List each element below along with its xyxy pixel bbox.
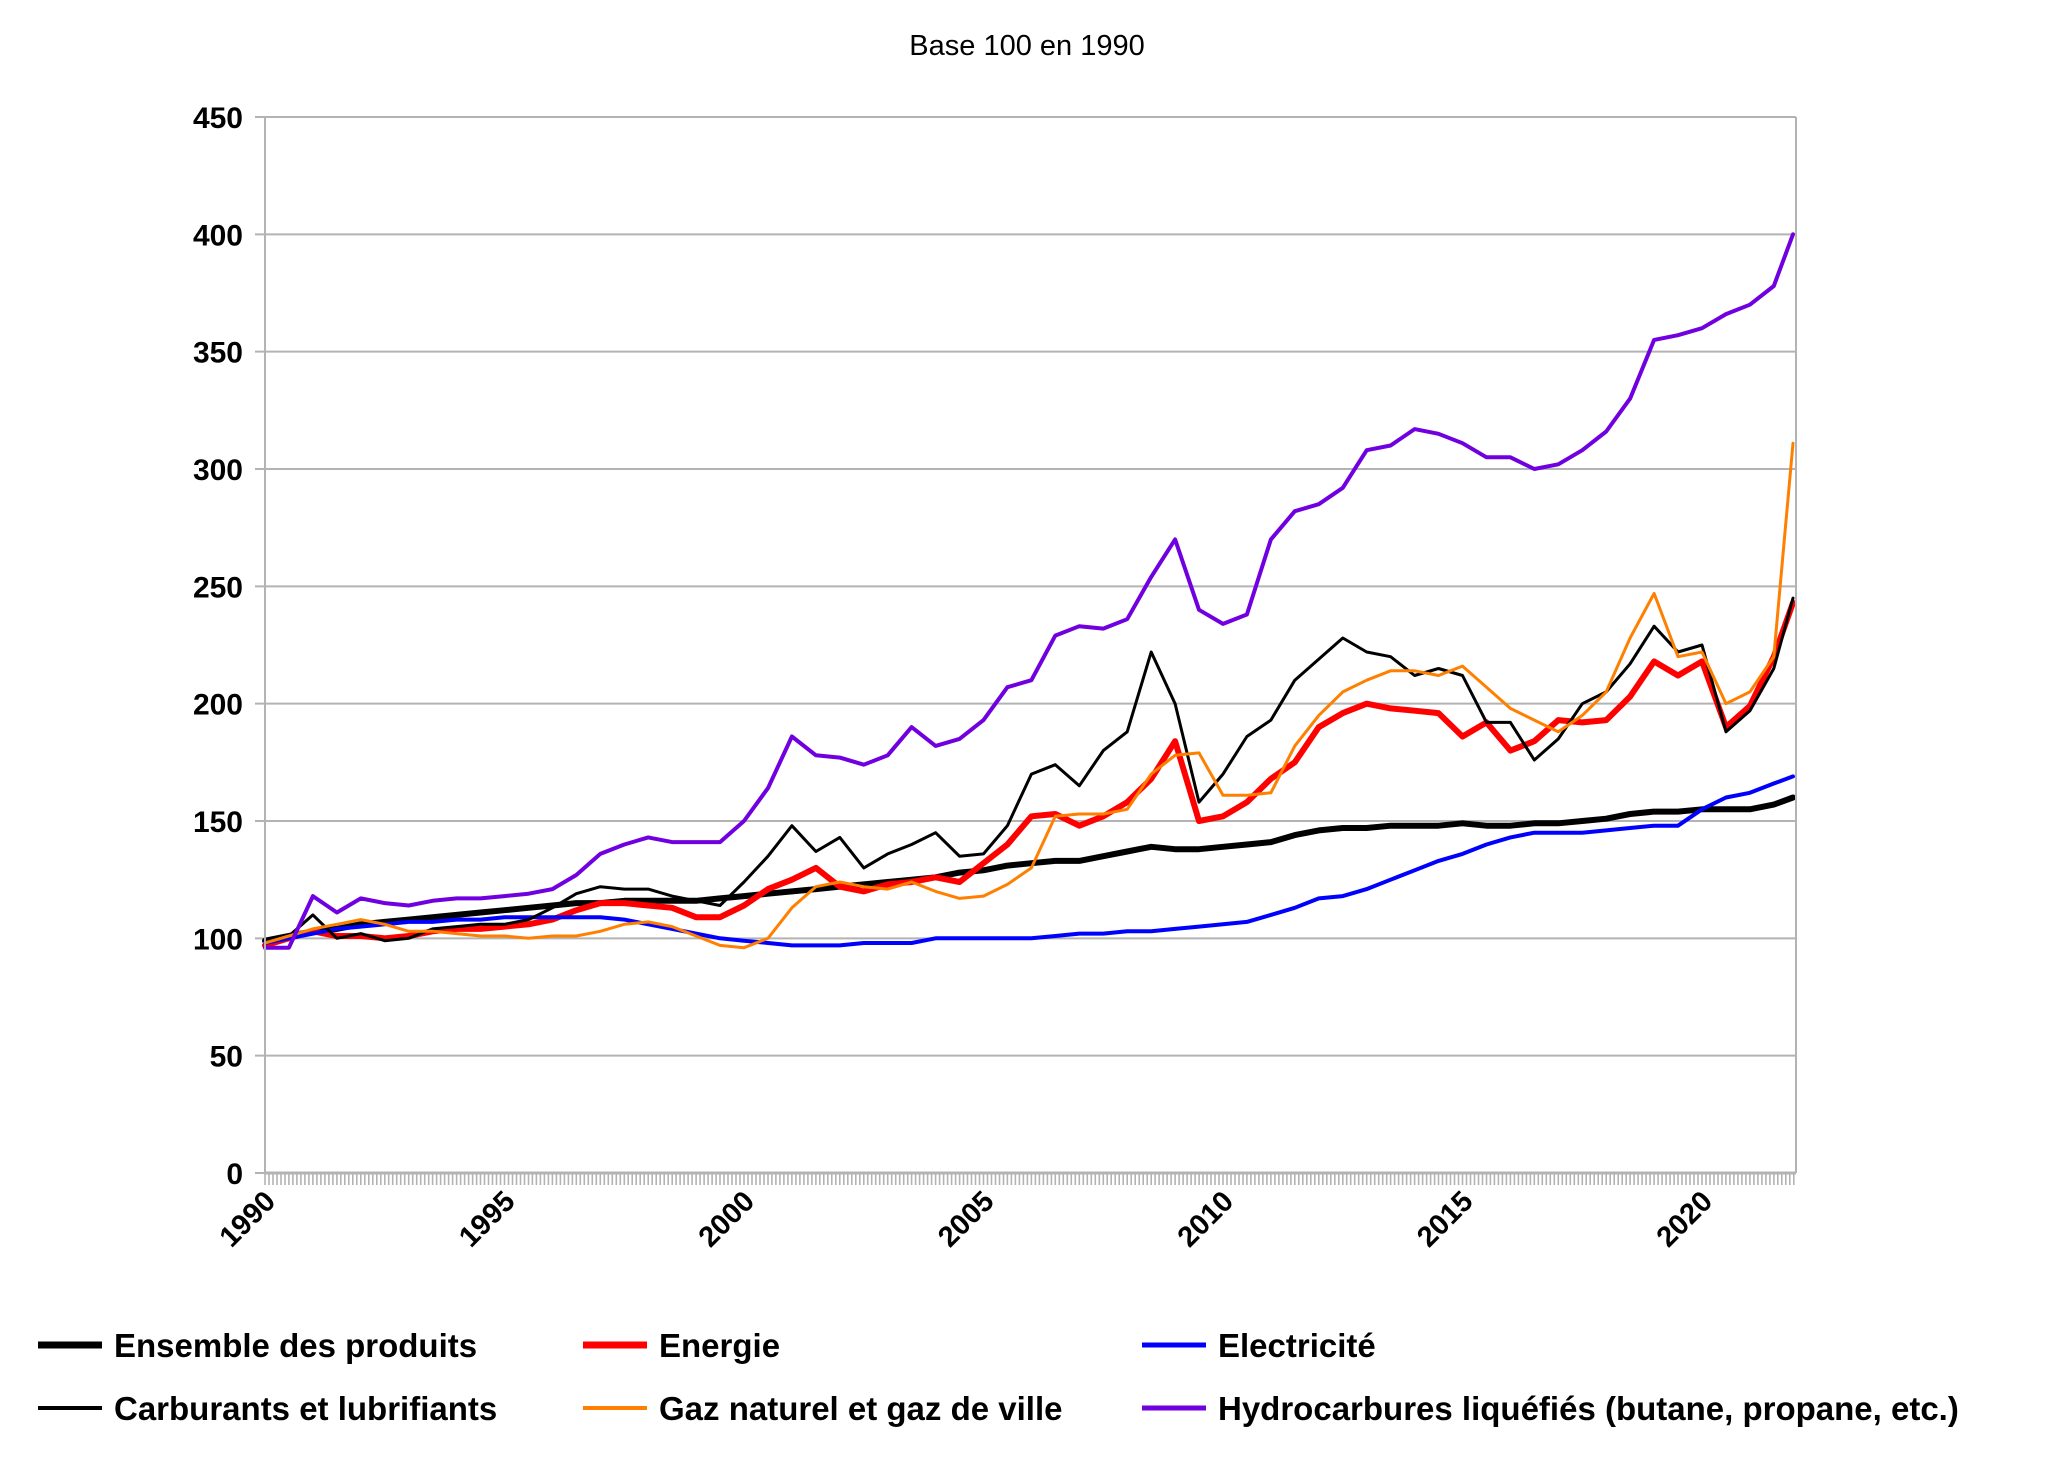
plot-frame (264, 117, 1797, 1175)
y-tick-label: 100 (193, 923, 243, 956)
legend-item: Gaz naturel et gaz de ville (583, 1390, 1062, 1427)
x-tick-label: 2015 (1411, 1185, 1479, 1253)
y-tick-label: 400 (193, 219, 243, 252)
series-line-0 (262, 794, 1796, 944)
y-axis: 0 50 100 150 200 250 300 350 400 450 (193, 102, 243, 1191)
series-lines (262, 232, 1796, 950)
series-line-3 (263, 596, 1795, 945)
legend-item: Energie (583, 1327, 780, 1364)
series-line-2 (263, 774, 1795, 948)
legend-label: Electricité (1218, 1327, 1376, 1364)
legend-label: Ensemble des produits (114, 1327, 477, 1364)
x-tick-label: 2020 (1651, 1185, 1719, 1253)
legend-item: Electricité (1142, 1327, 1376, 1364)
x-tick-label: 2010 (1172, 1185, 1240, 1253)
x-minor-ticks (264, 1173, 1795, 1185)
series-line-4 (263, 441, 1795, 950)
legend-label: Carburants et lubrifiants (114, 1390, 497, 1427)
series-line-1 (262, 599, 1796, 949)
x-axis: 1990 1995 2000 2005 2010 2015 2020 (214, 1173, 1795, 1254)
y-tick-label: 200 (193, 689, 243, 722)
y-tick-label: 0 (226, 1158, 243, 1191)
y-tick-label: 350 (193, 337, 243, 370)
legend: Ensemble des produits Energie Electricité C… (38, 1327, 1959, 1427)
legend-item: Hydrocarbures liquéfiés (butane, propane… (1142, 1390, 1959, 1427)
legend-item: Carburants et lubrifiants (38, 1390, 497, 1427)
gridlines (255, 116, 1796, 1174)
x-tick-label: 1990 (214, 1185, 282, 1253)
y-tick-label: 150 (193, 806, 243, 839)
y-tick-label: 250 (193, 571, 243, 604)
y-tick-label: 450 (193, 102, 243, 135)
y-tick-label: 300 (193, 454, 243, 487)
x-tick-label: 1995 (453, 1185, 521, 1253)
x-tick-label: 2000 (693, 1185, 761, 1253)
y-tick-label: 50 (210, 1041, 243, 1074)
series-line-5 (263, 232, 1795, 950)
legend-label: Gaz naturel et gaz de ville (659, 1390, 1062, 1427)
x-tick-label: 2005 (932, 1185, 1000, 1253)
legend-item: Ensemble des produits (38, 1327, 477, 1364)
legend-label: Hydrocarbures liquéfiés (butane, propane… (1218, 1390, 1959, 1427)
chart-title: Base 100 en 1990 (909, 30, 1144, 62)
legend-label: Energie (659, 1327, 780, 1364)
